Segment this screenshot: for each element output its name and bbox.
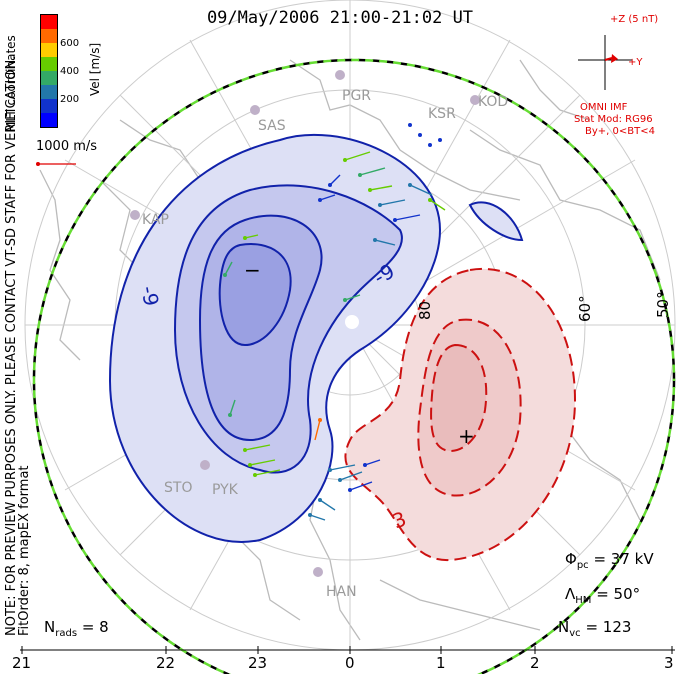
nvc-subscript: vc (569, 628, 581, 639)
velocity-vectors (223, 123, 446, 521)
vector-scale-label: 1000 m/s (36, 139, 98, 154)
phi-symbol: Φ (565, 550, 577, 568)
station-sto: STO (164, 480, 193, 496)
mlt-label-21: 21 (12, 654, 32, 672)
station-han: HAN (326, 584, 357, 600)
lambda-value: = 50° (596, 585, 641, 603)
colorbar-label: Vel [m/s] (88, 42, 102, 96)
latitude-label-50: 50° (654, 291, 672, 318)
station-kod: KOD (478, 94, 509, 110)
nvc-value: = 123 (585, 618, 632, 636)
nvc-symbol: N (558, 618, 570, 636)
nrads-subscript: rads (55, 628, 78, 639)
nrads-symbol: N (44, 618, 56, 636)
potential-maximum-marker: + (458, 424, 475, 448)
station-kap: KAP (142, 212, 169, 228)
latitude-label-80: 80 (416, 300, 434, 320)
station-markers (130, 70, 480, 577)
dawn-convection-cell (344, 267, 577, 562)
station-sas: SAS (258, 118, 286, 134)
potential-minimum-marker: − (244, 258, 261, 282)
phi-value: = 37 kV (593, 550, 654, 568)
mlt-label-1: 1 (436, 654, 446, 672)
hm-latitude: ΛHM = 50° (565, 585, 640, 606)
cross-polar-potential: Φpc = 37 kV (565, 550, 654, 571)
imf-source: OMNI IMF (580, 102, 628, 113)
contour-label-left: -9 (136, 284, 164, 308)
lambda-symbol: Λ (565, 585, 576, 603)
mlt-label-23: 23 (248, 654, 268, 672)
velocity-scale-bar (36, 162, 76, 166)
vector-count: Nvc = 123 (558, 618, 631, 639)
radar-count: Nrads = 8 (44, 618, 109, 639)
fit-order-note: FitOrder: 8, mapEX format (17, 465, 32, 636)
phi-subscript: pc (576, 560, 589, 571)
map-title: 09/May/2006 21:00-21:02 UT (206, 8, 474, 28)
colorbar-tick-200: 200 (60, 94, 80, 105)
imf-dial (578, 35, 632, 90)
pole-marker (345, 315, 359, 329)
mlt-label-3: 3 (664, 654, 674, 672)
imf-y-label: +Y (628, 57, 643, 68)
nrads-value: = 8 (81, 618, 109, 636)
lambda-subscript: HM (575, 595, 592, 606)
mlt-axis-ticks (21, 646, 673, 654)
velocity-colorbar (40, 14, 58, 128)
imf-condition: By+, 0<BT<4 (585, 126, 655, 137)
colorbar-tick-400: 400 (60, 66, 80, 77)
mlt-label-2: 2 (530, 654, 540, 672)
station-pgr: PGR (342, 88, 372, 104)
latitude-label-60: 60° (576, 295, 594, 322)
mlt-label-22: 22 (156, 654, 176, 672)
mlt-label-0: 0 (345, 654, 355, 672)
imf-z-label: +Z (5 nT) (610, 14, 659, 25)
station-pyk: PYK (212, 482, 238, 498)
stat-model: Stat Mod: RG96 (574, 114, 653, 125)
colorbar-tick-600: 600 (60, 38, 80, 49)
station-ksr: KSR (428, 106, 456, 122)
dusk-convection-cell (108, 133, 524, 543)
